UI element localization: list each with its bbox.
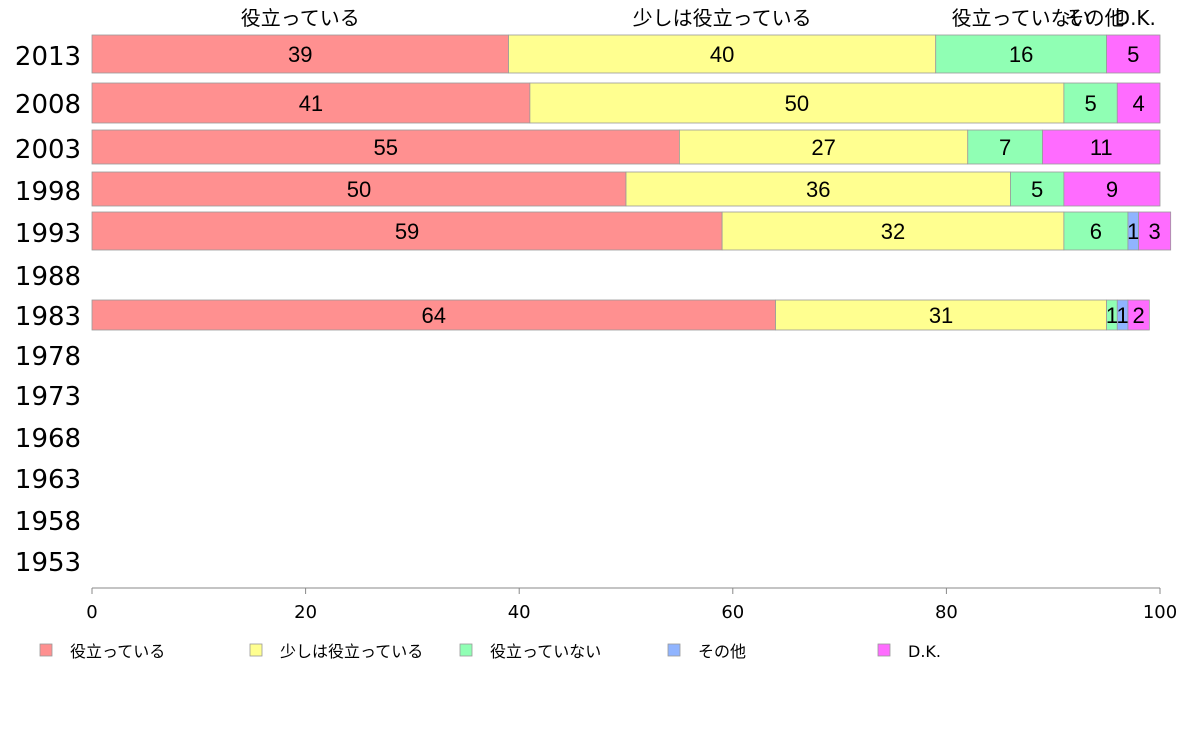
legend-label: D.K. [908, 642, 941, 661]
bar-value-label: 7 [999, 135, 1011, 160]
bar-value-label: 41 [299, 91, 323, 116]
year-label-1978: 1978 [15, 342, 81, 372]
bar-value-label: 5 [1127, 42, 1139, 67]
bar-segment [91, 82, 531, 124]
bar-value-label: 1 [1116, 303, 1128, 328]
bar-value-label: 36 [806, 177, 830, 202]
bar-value-label: 50 [347, 177, 371, 202]
bar-segment [91, 171, 627, 207]
bar-segment [967, 129, 1043, 165]
bar-value-label: 31 [929, 303, 953, 328]
bar-value-label: 5 [1031, 177, 1043, 202]
legend: 役立っている 少しは役立っている 役立っていない その他 D.K. [39, 642, 941, 661]
x-axis: 0 20 40 60 80 100 [86, 587, 1177, 623]
legend-swatch [459, 643, 473, 657]
year-label-2008: 2008 [15, 90, 81, 120]
bar-value-label: 50 [785, 91, 809, 116]
legend-swatch [249, 643, 263, 657]
bar-segment [91, 299, 776, 331]
bar-segment [1063, 171, 1161, 207]
bar-value-label: 64 [422, 303, 446, 328]
bar-value-label: 32 [881, 219, 905, 244]
year-axis-labels: 2013 2008 2003 1998 1993 1988 1983 1978 1973 1968… [15, 42, 81, 578]
bar-segment [721, 211, 1065, 251]
bar-value-label: 4 [1133, 91, 1145, 116]
top-label-0: 役立っている [241, 6, 360, 30]
bar-value-label: 59 [395, 219, 419, 244]
legend-label: その他 [698, 642, 746, 661]
year-label-1998: 1998 [15, 177, 81, 207]
bar-value-label: 1 [1127, 219, 1139, 244]
bar-segment [1116, 82, 1161, 124]
bar-value-label: 11 [1090, 135, 1113, 160]
year-label-1958: 1958 [15, 507, 81, 537]
bar-segment [1106, 34, 1161, 74]
year-label-1988: 1988 [15, 262, 81, 292]
legend-swatch [667, 643, 681, 657]
bar-segment [91, 34, 509, 74]
year-label-1963: 1963 [15, 465, 81, 495]
legend-swatch [877, 643, 891, 657]
bar-segment [1127, 299, 1150, 331]
x-tick-label: 0 [86, 602, 97, 623]
x-tick-label: 60 [721, 602, 744, 623]
x-tick-label: 80 [935, 602, 958, 623]
x-tick-label: 40 [508, 602, 531, 623]
bar-value-label: 55 [373, 135, 397, 160]
x-tick-label: 20 [294, 602, 317, 623]
x-tick-label: 100 [1143, 602, 1177, 623]
legend-label: 少しは役立っている [280, 642, 423, 661]
top-label-4: D.K. [1115, 6, 1156, 30]
bar-value-label: 5 [1084, 91, 1096, 116]
legend-swatch [39, 643, 53, 657]
legend-label: 役立っている [70, 642, 165, 661]
bar-value-label: 2 [1133, 303, 1145, 328]
bar-value-label: 9 [1106, 177, 1118, 202]
bar-segment [91, 211, 723, 251]
year-label-1953: 1953 [15, 548, 81, 578]
bar-segment [775, 299, 1108, 331]
bar-value-label: 39 [288, 42, 312, 67]
bar-segment [625, 171, 1011, 207]
bar-value-label: 3 [1149, 219, 1161, 244]
year-label-2013: 2013 [15, 42, 81, 72]
year-label-1973: 1973 [15, 382, 81, 412]
bar-value-label: 27 [811, 135, 835, 160]
bar-segment [679, 129, 969, 165]
bar-segment [1042, 129, 1161, 165]
bar-segment [529, 82, 1065, 124]
bar-segment [1063, 82, 1118, 124]
bar-value-label: 1 [1106, 303, 1118, 328]
bar-value-label: 40 [710, 42, 734, 67]
bar-segment [1138, 211, 1172, 251]
bar-segment [91, 129, 680, 165]
top-label-2: 役立っていない [952, 6, 1091, 30]
legend-label: 役立っていない [490, 642, 601, 661]
year-label-1993: 1993 [15, 219, 81, 249]
year-label-1983: 1983 [15, 302, 81, 332]
year-label-1968: 1968 [15, 424, 81, 454]
bar-value-label: 16 [1009, 42, 1033, 67]
bar-value-label: 6 [1090, 219, 1102, 244]
top-label-1: 少しは役立っている [633, 6, 812, 30]
year-label-2003: 2003 [15, 135, 81, 165]
top-label-3: その他 [1065, 6, 1125, 30]
